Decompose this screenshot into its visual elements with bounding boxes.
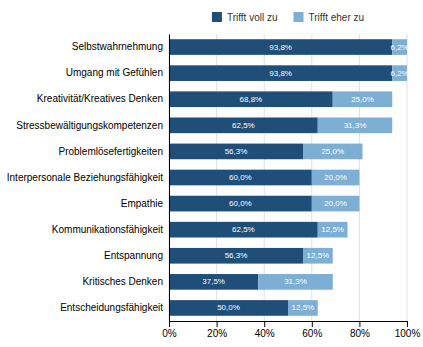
chart: 0% 20% 40% 60% 80% 100% Selbstwahrnehmung Umgan… bbox=[0, 0, 423, 347]
x-tick: 100% bbox=[395, 321, 421, 339]
data-label: 62,5% bbox=[232, 121, 255, 130]
bar bbox=[303, 248, 333, 264]
x-tick-mark bbox=[217, 321, 218, 327]
grid-line bbox=[169, 34, 170, 321]
y-axis: Selbstwahrnehmung Umgang mit Gefühlen Krea… bbox=[7, 35, 170, 322]
data-label: 12,5% bbox=[292, 303, 315, 312]
x-tick-mark bbox=[407, 321, 408, 327]
y-tick: Stressbewältigungskompetenzen bbox=[16, 120, 163, 131]
x-tick-mark bbox=[264, 321, 265, 327]
legend-item: Trifft eher zu bbox=[294, 12, 365, 23]
bar bbox=[169, 65, 392, 81]
bar bbox=[312, 196, 360, 212]
y-tick-label: Stressbewältigungskompetenzen bbox=[16, 120, 163, 131]
x-tick-mark bbox=[359, 321, 360, 327]
y-tick: Kommunikationsfähigkeit bbox=[52, 224, 163, 235]
legend: Trifft voll zu Trifft eher zu bbox=[212, 12, 364, 23]
data-label: 31,3% bbox=[284, 277, 307, 286]
bar bbox=[169, 144, 303, 160]
data-label: 68,8% bbox=[240, 95, 263, 104]
x-tick-label: 100% bbox=[395, 328, 421, 339]
x-tick: 20% bbox=[207, 321, 227, 339]
data-label: 12,5% bbox=[307, 251, 330, 260]
data-label: 60,0% bbox=[229, 199, 252, 208]
bar bbox=[312, 170, 360, 186]
x-tick-label: 60% bbox=[302, 328, 322, 339]
data-labels: 93,8% 6,2% 93,8% 6,2% 68,8% 25,0% 62,5% 31,3% 56… bbox=[202, 43, 408, 313]
bar bbox=[169, 170, 312, 186]
grid bbox=[169, 34, 407, 321]
y-tick: Problemlösefertigkeiten bbox=[59, 146, 164, 157]
x-tick-label: 40% bbox=[255, 328, 275, 339]
data-label: 6,2% bbox=[391, 43, 409, 52]
y-tick: Entscheidungsfähigkeit bbox=[60, 302, 163, 313]
legend-label: Trifft voll zu bbox=[227, 12, 278, 23]
data-label: 37,5% bbox=[202, 277, 225, 286]
bar bbox=[169, 248, 303, 264]
y-tick: Kreativität/Kreatives Denken bbox=[37, 93, 163, 104]
y-tick-label: Kritisches Denken bbox=[82, 276, 163, 287]
y-tick-label: Kommunikationsfähigkeit bbox=[52, 224, 163, 235]
bar bbox=[333, 91, 393, 107]
data-label: 25,0% bbox=[351, 95, 374, 104]
legend-label: Trifft eher zu bbox=[309, 12, 365, 23]
y-tick: Selbstwahrnehmung bbox=[72, 41, 163, 52]
bar bbox=[169, 39, 392, 55]
bar bbox=[318, 222, 348, 238]
y-tick-label: Kreativität/Kreatives Denken bbox=[37, 93, 163, 104]
x-axis-line bbox=[170, 322, 408, 328]
y-tick: Entspannung bbox=[104, 250, 163, 261]
y-axis-line bbox=[169, 35, 170, 322]
x-tick-label: 20% bbox=[207, 328, 227, 339]
x-axis: 0% 20% 40% 60% 80% 100% bbox=[162, 321, 420, 339]
y-tick: Empathie bbox=[121, 198, 164, 209]
bar bbox=[169, 91, 333, 107]
y-tick-label: Entscheidungsfähigkeit bbox=[60, 302, 163, 313]
y-tick: Umgang mit Gefühlen bbox=[66, 67, 163, 78]
bar bbox=[258, 274, 332, 290]
data-label: 31,3% bbox=[344, 121, 367, 130]
y-tick-label: Selbstwahrnehmung bbox=[72, 41, 163, 52]
legend-swatch bbox=[294, 12, 304, 22]
x-tick: 60% bbox=[302, 321, 322, 339]
y-tick-label: Entspannung bbox=[104, 250, 163, 261]
x-tick-mark bbox=[312, 321, 313, 327]
y-tick-label: Empathie bbox=[121, 198, 164, 209]
x-tick: 80% bbox=[350, 321, 370, 339]
data-label: 93,8% bbox=[269, 43, 292, 52]
bar bbox=[288, 300, 318, 316]
data-label: 56,3% bbox=[225, 251, 248, 260]
data-label: 25,0% bbox=[321, 147, 344, 156]
legend-item: Trifft voll zu bbox=[212, 12, 278, 23]
y-tick-label: Problemlösefertigkeiten bbox=[59, 146, 164, 157]
data-label: 12,5% bbox=[321, 225, 344, 234]
data-label: 20,0% bbox=[324, 173, 347, 182]
data-label: 93,8% bbox=[269, 69, 292, 78]
y-tick: Kritisches Denken bbox=[82, 276, 163, 287]
y-tick-label: Umgang mit Gefühlen bbox=[66, 67, 163, 78]
legend-swatch bbox=[212, 12, 222, 22]
data-label: 56,3% bbox=[225, 147, 248, 156]
bar bbox=[169, 300, 288, 316]
data-label: 6,2% bbox=[391, 69, 409, 78]
bar bbox=[169, 196, 312, 212]
bars bbox=[169, 39, 407, 316]
x-tick: 40% bbox=[255, 321, 275, 339]
bar bbox=[169, 222, 318, 238]
bar bbox=[318, 117, 392, 133]
data-label: 50,0% bbox=[217, 303, 240, 312]
data-label: 62,5% bbox=[232, 225, 255, 234]
y-tick: Interpersonale Beziehungsfähigkeit bbox=[7, 172, 163, 183]
y-tick-label: Interpersonale Beziehungsfähigkeit bbox=[7, 172, 163, 183]
x-tick-label: 80% bbox=[350, 328, 370, 339]
x-tick-label: 0% bbox=[162, 328, 177, 339]
bar bbox=[169, 274, 258, 290]
bar bbox=[303, 144, 363, 160]
x-tick: 0% bbox=[162, 321, 177, 339]
data-label: 20,0% bbox=[324, 199, 347, 208]
bar bbox=[169, 117, 318, 133]
data-label: 60,0% bbox=[229, 173, 252, 182]
x-tick-mark bbox=[169, 321, 170, 327]
